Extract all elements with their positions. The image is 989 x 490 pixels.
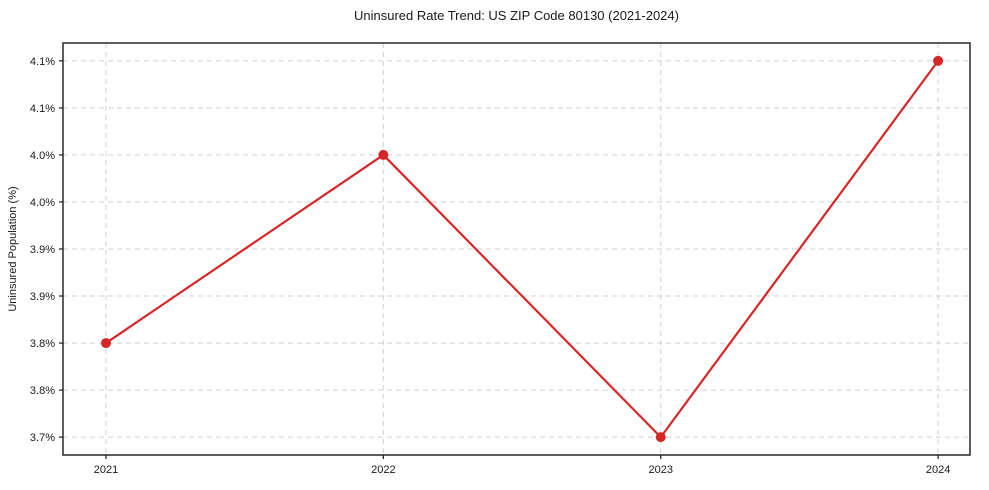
y-tick-label: 4.0% — [30, 150, 55, 162]
y-tick-label: 4.0% — [30, 197, 55, 209]
trend-line — [104, 59, 940, 439]
y-tick-label: 3.9% — [30, 291, 55, 303]
data-point-marker — [378, 149, 389, 160]
data-point-marker — [100, 338, 111, 349]
y-tick-label: 3.8% — [30, 338, 55, 350]
x-tick-label: 2024 — [926, 464, 950, 476]
x-tick-label: 2023 — [648, 464, 672, 476]
y-tick-label: 4.1% — [30, 103, 55, 115]
y-tick-label: 3.7% — [30, 432, 55, 444]
data-point-marker — [655, 432, 666, 443]
x-tick-label: 2021 — [94, 464, 118, 476]
y-tick-label: 3.9% — [30, 244, 55, 256]
data-point-marker — [933, 55, 944, 66]
y-tick-label: 4.1% — [30, 56, 55, 68]
chart-title: Uninsured Rate Trend: US ZIP Code 80130 … — [354, 8, 679, 23]
x-tick-label: 2022 — [371, 464, 395, 476]
y-tick-label: 3.8% — [30, 385, 55, 397]
